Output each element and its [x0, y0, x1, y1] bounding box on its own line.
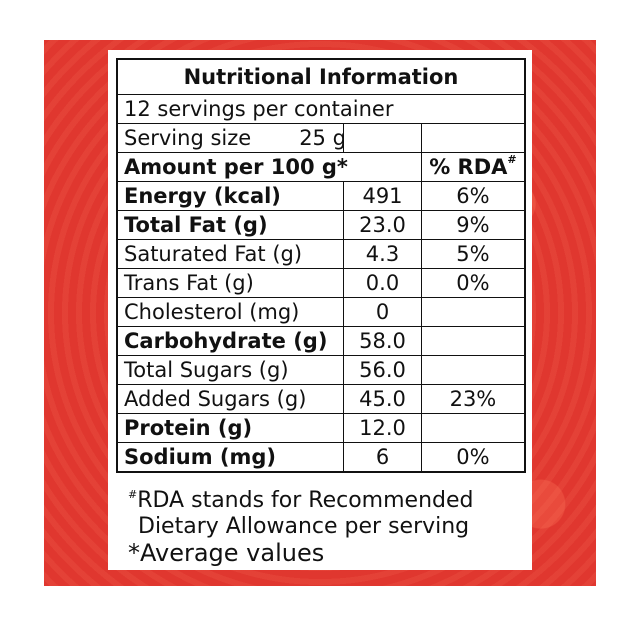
serving-size-value: 25 g: [299, 126, 344, 150]
nutrient-value: 12.0: [343, 413, 422, 443]
nutrient-name: Trans Fat (g): [116, 268, 345, 298]
nutrient-rda: [420, 297, 526, 327]
nutrient-value: 23.0: [343, 210, 422, 240]
nutrient-rda: [420, 326, 526, 356]
nutrient-rda: 23%: [420, 384, 526, 414]
nutrient-value: 0.0: [343, 268, 422, 298]
nutrient-value: 58.0: [343, 326, 422, 356]
nutrient-name: Protein (g): [116, 413, 345, 443]
serving-size-label: Serving size 25 g: [116, 123, 345, 153]
nutrient-rda: [420, 413, 526, 443]
nutrient-name: Sodium (mg): [116, 442, 345, 473]
nutrient-rda: 0%: [420, 442, 526, 473]
table-title: Nutritional Information: [116, 58, 526, 95]
nutrient-name: Added Sugars (g): [116, 384, 345, 414]
nutrient-rda: 0%: [420, 268, 526, 298]
table-row: Carbohydrate (g) 58.0: [116, 326, 526, 356]
nutrient-name: Total Sugars (g): [116, 355, 345, 385]
nutrient-name: Carbohydrate (g): [116, 326, 345, 356]
nutrient-rda: [420, 355, 526, 385]
nutrient-name: Energy (kcal): [116, 181, 345, 211]
nutrient-name: Cholesterol (mg): [116, 297, 345, 327]
nutrient-rda: 5%: [420, 239, 526, 269]
table-row: Energy (kcal) 491 6%: [116, 181, 526, 211]
nutrient-value: 4.3: [343, 239, 422, 269]
footnote-average: *Average values: [128, 539, 325, 567]
servings-per-container: 12 servings per container: [116, 94, 526, 124]
nutrient-value: 0: [343, 297, 422, 327]
table-row: Protein (g) 12.0: [116, 413, 526, 443]
nutrient-name: Total Fat (g): [116, 210, 345, 240]
amount-header: Amount per 100 g*: [116, 152, 422, 182]
footnote-rda-cont: Dietary Allowance per serving: [138, 514, 470, 539]
nutrition-table: Nutritional Information 12 servings per …: [116, 58, 526, 473]
nutrient-name: Saturated Fat (g): [116, 239, 345, 269]
table-row: Saturated Fat (g) 4.3 5%: [116, 239, 526, 269]
table-row: Total Sugars (g) 56.0: [116, 355, 526, 385]
table-row: Total Fat (g) 23.0 9%: [116, 210, 526, 240]
nutrient-value: 6: [343, 442, 422, 473]
footnote-rda: #RDA stands for Recommended: [128, 488, 474, 513]
table-row: Sodium (mg) 6 0%: [116, 442, 526, 473]
nutrient-rda: 6%: [420, 181, 526, 211]
table-row: Trans Fat (g) 0.0 0%: [116, 268, 526, 298]
nutrient-value: 45.0: [343, 384, 422, 414]
footnotes: #RDA stands for Recommended Dietary Allo…: [128, 488, 473, 566]
table-row: Cholesterol (mg) 0: [116, 297, 526, 327]
nutrient-rda: 9%: [420, 210, 526, 240]
rda-header: % RDA#: [420, 152, 526, 182]
nutrient-value: 56.0: [343, 355, 422, 385]
table-row: Added Sugars (g) 45.0 23%: [116, 384, 526, 414]
nutrient-value: 491: [343, 181, 422, 211]
